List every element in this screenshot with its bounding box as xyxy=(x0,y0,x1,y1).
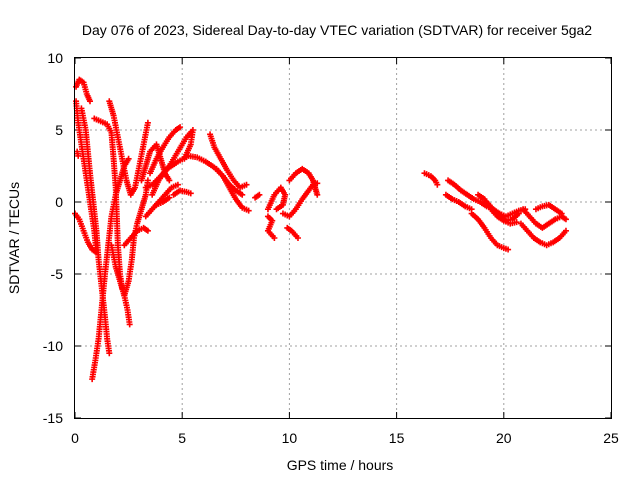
data-point xyxy=(144,119,151,126)
y-tick-labels: -15 -10 -5 0 5 10 xyxy=(43,50,63,426)
data-point xyxy=(256,191,263,198)
data-point xyxy=(558,210,565,217)
data-point xyxy=(314,191,321,198)
series-track-19 xyxy=(207,131,250,191)
x-tick-labels: 0 5 10 15 20 25 xyxy=(71,430,619,446)
series-track-01 xyxy=(73,76,94,105)
series-track-35 xyxy=(532,201,565,217)
plot-frame xyxy=(74,57,612,419)
data-point xyxy=(177,124,184,131)
data-point xyxy=(144,227,151,234)
y-tick-label: -5 xyxy=(51,266,64,282)
series-track-32 xyxy=(483,199,522,224)
y-axis-label: SDTVAR / TECUs xyxy=(6,182,22,294)
grid xyxy=(75,58,611,418)
data-point xyxy=(562,227,569,234)
x-tick-label: 5 xyxy=(178,430,186,446)
series-track-03 xyxy=(74,148,82,159)
chart-title: Day 076 of 2023, Sidereal Day-to-day VTE… xyxy=(82,22,592,38)
series-track-11 xyxy=(121,224,151,249)
y-tick-label: 5 xyxy=(55,122,63,138)
x-tick-label: 25 xyxy=(603,430,619,446)
data-point xyxy=(239,191,246,198)
series-track-22 xyxy=(264,213,278,241)
series-track-10 xyxy=(121,292,133,328)
data-point xyxy=(174,181,181,188)
data-point xyxy=(75,152,82,159)
series-track-13 xyxy=(147,124,184,177)
x-tick-label: 15 xyxy=(389,430,405,446)
series-track-26 xyxy=(286,165,321,198)
series-track-23 xyxy=(264,184,289,213)
series-track-07 xyxy=(91,115,126,292)
data-point xyxy=(434,181,441,188)
series-track-30 xyxy=(468,210,512,253)
data-point xyxy=(515,210,522,217)
series-track-21 xyxy=(252,191,263,201)
data-point xyxy=(125,155,132,162)
data-point xyxy=(87,98,94,105)
series-track-28 xyxy=(442,191,475,213)
data-point xyxy=(144,177,151,184)
data-point xyxy=(243,181,250,188)
y-tick-label: -10 xyxy=(43,338,63,354)
data-point xyxy=(513,219,520,226)
x-tick-label: 0 xyxy=(71,430,79,446)
axis-ticks xyxy=(74,57,612,419)
series-track-18 xyxy=(170,187,194,198)
series-track-05 xyxy=(78,105,113,357)
data-point xyxy=(166,177,173,184)
y-tick-label: -15 xyxy=(43,410,63,426)
data-point xyxy=(245,207,252,214)
x-tick-label: 10 xyxy=(282,430,298,446)
y-tick-label: 0 xyxy=(55,194,63,210)
data-point xyxy=(273,206,280,213)
series-track-27 xyxy=(421,170,441,188)
data-point xyxy=(106,350,113,357)
series-track-20 xyxy=(213,165,252,214)
data-point xyxy=(294,235,301,241)
series-track-15 xyxy=(153,194,173,208)
data-point xyxy=(271,235,278,241)
series-track-33 xyxy=(517,220,569,249)
x-tick-label: 20 xyxy=(496,430,512,446)
series-track-09 xyxy=(108,177,151,299)
data-points xyxy=(72,76,569,383)
data-point xyxy=(126,321,133,328)
series-track-02 xyxy=(73,98,100,256)
data-point xyxy=(187,190,194,197)
y-tick-label: 10 xyxy=(47,50,63,66)
series-track-08 xyxy=(106,98,151,198)
data-point xyxy=(562,216,569,223)
x-axis-label: GPS time / hours xyxy=(287,457,394,473)
data-point xyxy=(166,194,173,201)
data-point xyxy=(505,246,512,253)
series-track-25 xyxy=(284,224,301,241)
